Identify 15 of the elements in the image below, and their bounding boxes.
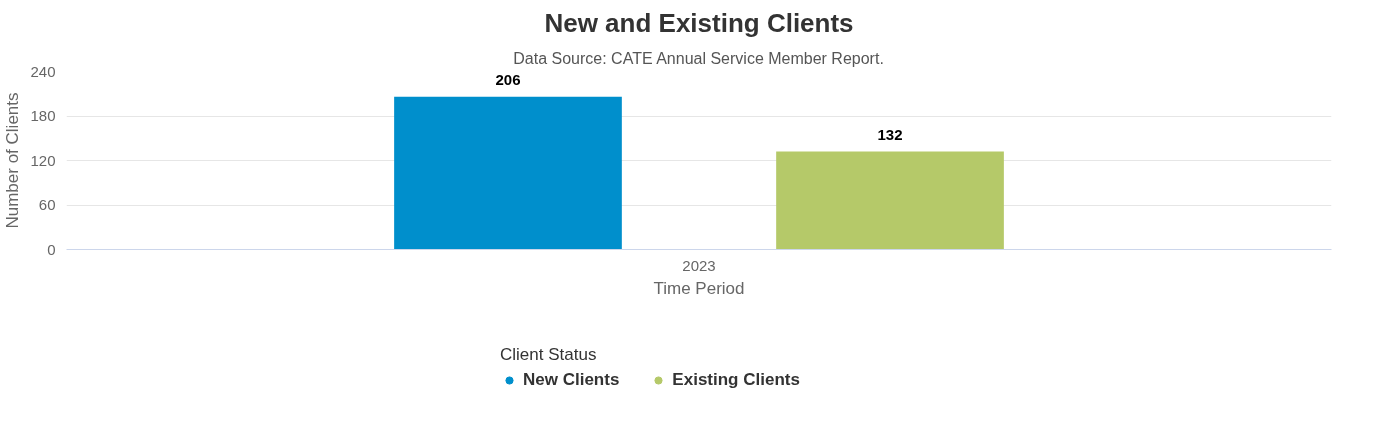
y-tick-label: 240 — [30, 62, 56, 80]
y-tick-label: 120 — [30, 151, 56, 169]
y-tick-label: 0 — [47, 240, 56, 258]
chart-subtitle: Data Source: CATE Annual Service Member Report. — [513, 49, 884, 67]
x-axis-title: Time Period — [653, 278, 745, 298]
y-axis-title: Number of Clients — [3, 92, 23, 229]
x-tick-label: 2023 — [682, 256, 716, 274]
data-label: 132 — [877, 125, 903, 143]
chart-title: New and Existing Clients — [544, 7, 854, 38]
legend-label: Existing Clients — [672, 370, 800, 390]
y-tick-label: 60 — [38, 196, 56, 213]
legend-title: Client Status — [500, 345, 598, 365]
data-label: 206 — [495, 70, 521, 88]
y-tick-label: 180 — [30, 107, 56, 124]
legend-label: New Clients — [523, 370, 620, 390]
